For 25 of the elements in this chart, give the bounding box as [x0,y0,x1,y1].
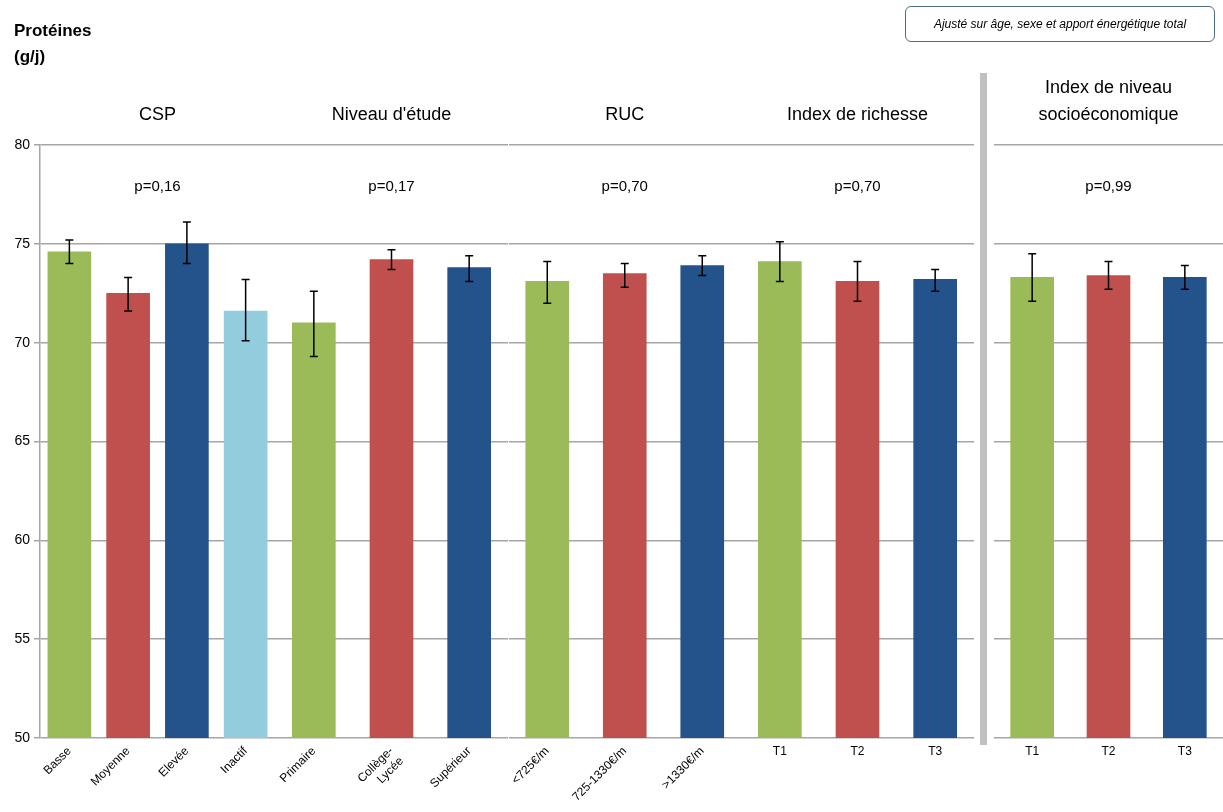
text: Ajusté sur âge, sexe et apport énergétique total [905,6,1215,42]
x-tick-label: T2 [850,743,865,758]
annotation: p=0,16 [134,177,181,195]
y-tick-label: 70 [14,333,31,350]
annotation: p=0,17 [368,177,415,195]
x-tick-label: T3 [928,743,943,758]
x-tick-label: T1 [1025,743,1040,758]
chart-title: Index de richesse [786,103,929,124]
chart-title: Index de niveau socioéconomique [1038,76,1179,124]
y-tick-label: 80 [14,135,31,152]
chart-title: RUC [605,103,645,124]
x-tick-label: T3 [1177,743,1193,758]
annotation: p=0,99 [1085,177,1132,195]
x-tick-label: T1 [772,743,788,758]
chart-title: CSP [138,103,177,124]
annotation: p=0,70 [601,177,648,195]
y-tick-label: 55 [14,630,31,647]
annotation: p=0,70 [834,177,881,195]
y-tick-label: 60 [14,531,31,548]
chart-title: Niveau d'étude [331,103,452,124]
y-tick-label: 65 [14,432,31,449]
y-tick-label: 50 [14,728,31,745]
x-tick-label: T2 [1101,743,1116,758]
y-tick-label: 75 [14,234,31,251]
y-axis-title: Protéines (g/j) [14,20,93,68]
